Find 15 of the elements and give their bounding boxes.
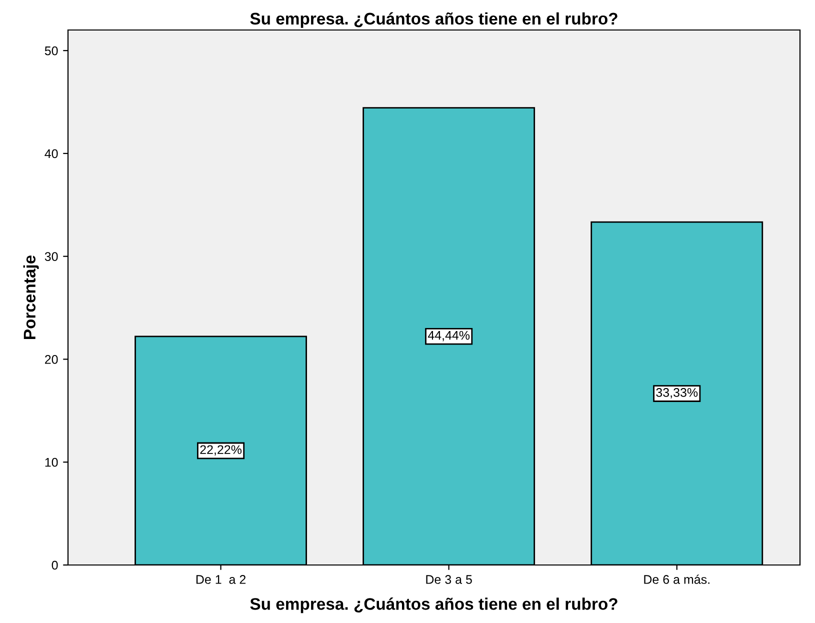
y-tick-label: 20 [45,355,58,364]
chart-title: Su empresa. ¿Cuántos años tiene en el rubro? [250,12,618,28]
y-tick-label: 30 [44,252,58,261]
data-label: 22,22% [200,445,242,456]
x-tick-label: De 3 a 5 [426,575,472,584]
y-axis-title: Porcentaje [23,255,39,339]
y-tick-label: 50 [44,46,58,56]
y-tick-label: 40 [44,149,58,158]
x-tick-label: De 6 a más. [644,574,710,584]
x-axis-title: Su empresa. ¿Cuántos años tiene en el rubro? [250,597,618,614]
data-label: 33,33% [656,388,698,398]
data-label: 44,44% [428,330,470,342]
y-tick-label: 10 [45,458,58,467]
y-tick-label: 0 [52,560,58,570]
x-tick-label: De 1 a 2 [196,575,246,584]
